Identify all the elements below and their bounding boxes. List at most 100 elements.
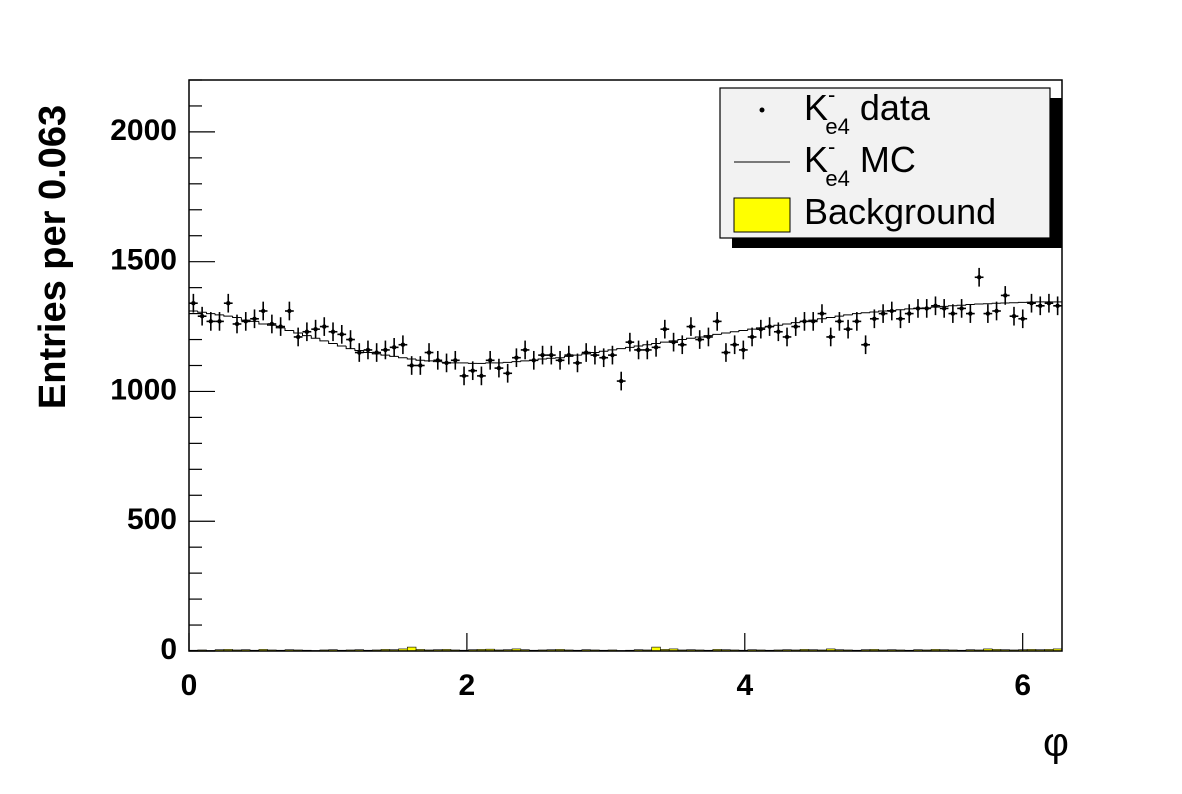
data-point (1011, 313, 1017, 319)
data-point (549, 352, 554, 358)
data-point (697, 337, 702, 342)
data-point (994, 308, 999, 314)
data-point (872, 316, 877, 321)
data-point (583, 350, 589, 355)
y-tick-label: 0 (160, 633, 177, 666)
mc-step (511, 361, 521, 363)
data-point (1003, 293, 1008, 298)
mc-step (686, 337, 696, 340)
data-point (522, 347, 528, 353)
mc-step (738, 329, 748, 332)
data-point (741, 347, 746, 353)
data-point (531, 358, 536, 363)
data-point (592, 352, 598, 358)
mc-step (197, 310, 207, 313)
data-point (924, 306, 929, 311)
data-point (898, 316, 903, 321)
mc-step (598, 350, 609, 353)
mc-step (293, 330, 303, 334)
legend-label: K- e4 data (804, 82, 931, 139)
data-point (601, 355, 606, 360)
data-point (933, 303, 938, 309)
mc-step (843, 314, 853, 317)
data-point (627, 339, 633, 345)
data-point (339, 332, 344, 337)
data-point (680, 342, 685, 347)
mc-step (389, 355, 399, 357)
data-point (985, 311, 991, 316)
mc-step (659, 341, 670, 344)
data-point (653, 345, 659, 350)
data-point (409, 363, 414, 368)
data-point (348, 337, 353, 342)
data-point (863, 342, 868, 347)
mc-step (310, 335, 320, 339)
x-tick-label: 0 (181, 669, 198, 702)
x-tick-label: 6 (1014, 669, 1031, 702)
data-point (444, 360, 449, 366)
data-point (479, 373, 484, 379)
mc-step (860, 312, 870, 314)
data-point (575, 360, 580, 366)
mc-step (345, 346, 355, 350)
data-point (767, 324, 772, 329)
data-point (514, 355, 519, 360)
legend-marker (733, 197, 791, 233)
data-point (706, 334, 711, 340)
mc-step (555, 357, 565, 359)
mc-step (214, 313, 224, 316)
data-point (636, 347, 641, 353)
data-point (426, 350, 432, 355)
legend-marker (759, 107, 765, 113)
data-point (453, 358, 458, 363)
data-point (295, 334, 301, 340)
mc-step (834, 315, 844, 318)
mc-step (729, 331, 739, 334)
data-point (811, 319, 816, 324)
mc-step (572, 354, 582, 357)
data-point (226, 301, 231, 306)
mc-step (991, 302, 1001, 304)
data-point (618, 378, 624, 384)
data-point (287, 308, 292, 314)
legend-text: K (804, 139, 828, 180)
legend-sub: e4 (825, 166, 849, 191)
mc-step (694, 336, 705, 339)
data-point (950, 311, 956, 316)
data-point (365, 347, 371, 353)
mc-step (974, 303, 984, 305)
mc-step (258, 321, 268, 325)
mc-step (965, 304, 975, 306)
y-tick-label: 1000 (110, 373, 177, 406)
data-point (322, 324, 327, 329)
data-point (662, 326, 668, 332)
data-point (374, 350, 379, 355)
mc-step (904, 308, 914, 310)
data-point (304, 329, 310, 334)
x-tick-label: 2 (459, 669, 476, 702)
mc-step (747, 328, 757, 331)
data-point (357, 350, 362, 355)
data-point (976, 275, 982, 280)
data-point (784, 334, 790, 340)
data-point (470, 368, 475, 373)
mc-step (625, 346, 635, 349)
mc-step (651, 342, 661, 345)
data-point (252, 316, 257, 321)
data-point (715, 319, 720, 324)
data-point (1020, 316, 1025, 321)
data-point (845, 326, 851, 332)
data-point (1055, 303, 1060, 309)
data-point (260, 308, 266, 314)
data-point (243, 319, 248, 324)
y-tick-label: 2000 (110, 114, 177, 147)
data-point (793, 324, 798, 329)
mc-step (851, 313, 862, 315)
data-point (269, 321, 275, 327)
mc-step (284, 327, 294, 331)
data-point (732, 342, 737, 347)
mc-step (878, 310, 888, 313)
mc-step (206, 312, 216, 315)
mc-step (424, 360, 434, 362)
